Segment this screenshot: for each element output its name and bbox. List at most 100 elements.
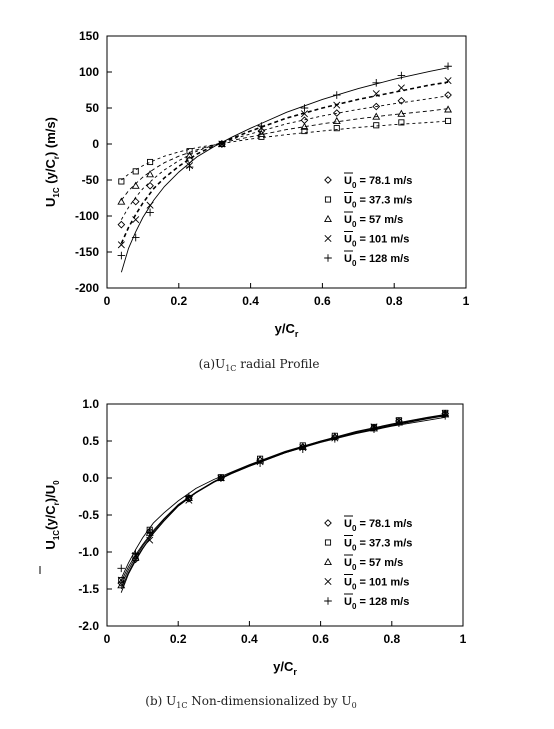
legend-marker [324, 234, 332, 243]
x-tick-label: 1 [460, 632, 467, 646]
data-point [217, 474, 225, 482]
data-point [256, 459, 264, 467]
data-point [185, 492, 193, 501]
y-tick-label: 0.0 [82, 471, 99, 485]
data-point [146, 181, 154, 190]
legend-label: U0 = 128 m/s [344, 596, 409, 611]
y-tick-label: 0 [92, 137, 99, 151]
data-point [444, 62, 452, 71]
y-tick-label: 1.0 [82, 397, 99, 411]
data-point [185, 151, 194, 159]
x-tick-label: 0.8 [383, 632, 400, 646]
legend-label: U0 = 101 m/s [344, 234, 409, 249]
data-point [218, 140, 226, 148]
data-point [117, 251, 126, 260]
y-tick-label: 0.5 [82, 434, 99, 448]
data-point [445, 117, 452, 125]
data-point [332, 91, 341, 99]
caption-a: (a)U1C radial Profile [199, 357, 320, 373]
fit-curve [121, 108, 449, 201]
data-point [132, 168, 139, 175]
data-point [395, 419, 403, 428]
legend: U0 = 78.1 m/s U0 = 37.3 m/s U0 = 57 m/s U0 … [324, 515, 412, 611]
y-tick-label: 50 [86, 101, 100, 115]
plot-frame-a [106, 35, 467, 289]
fit-curve [120, 414, 446, 579]
y-tick-label: -100 [75, 209, 99, 223]
y-tick-label: -150 [75, 245, 99, 259]
x-tick-label: 1 [463, 294, 470, 308]
data-point [332, 109, 341, 117]
y-axis-label: U1C (y/Cr) (m/s) [43, 117, 61, 207]
y-axis-label: U1C(y/Cr)/U0 [43, 480, 61, 550]
data-point [372, 102, 381, 111]
x-tick-label: 0.4 [242, 294, 259, 308]
data-point [117, 241, 125, 249]
data-point [444, 77, 452, 85]
x-tick-label: 0.8 [386, 294, 403, 308]
x-tick-label: 0.6 [314, 294, 331, 308]
series-1 [117, 91, 452, 229]
fit-curve [120, 81, 449, 244]
data-point [131, 233, 140, 242]
legend-label: U0 = 101 m/s [344, 577, 409, 592]
legend-label: U0 = 37.3 m/s [344, 195, 412, 210]
data-point [397, 71, 406, 80]
data-point [397, 96, 406, 105]
data-point [397, 109, 406, 117]
legend-marker [324, 176, 332, 184]
data-point [444, 91, 452, 99]
data-point [331, 434, 339, 443]
series-5 [117, 412, 449, 593]
legend: U0 = 78.1 m/s U0 = 37.3 m/s U0 = 57 m/s U0 … [324, 172, 412, 268]
legend-marker [324, 519, 332, 527]
legend-label: U0 = 128 m/s [344, 253, 409, 268]
y-tick-label: -1.5 [78, 582, 99, 596]
y-tick-label: -1.0 [78, 545, 99, 559]
data-point [398, 119, 405, 126]
legend-marker [324, 539, 332, 546]
x-axis-label: y/Cr [273, 659, 297, 677]
legend-label: U0 = 78.1 m/s [344, 518, 412, 533]
data-point [333, 101, 341, 109]
data-point [372, 90, 380, 98]
data-point [444, 105, 453, 113]
x-tick-label: 0.4 [241, 632, 258, 646]
data-point [372, 79, 381, 87]
chart-b: 0 0.2 0.4 0.6 0.8 1 -2.0 -1.5 -1.0 -0.5 0.0 0.5 1.0 y… [39, 397, 467, 710]
x-tick-label: 0.6 [312, 632, 329, 646]
data-point [300, 104, 309, 112]
x-axis-label: y/Cr [275, 321, 299, 339]
legend-marker [324, 214, 332, 223]
data-point [117, 197, 126, 205]
y-tick-label: -0.5 [78, 508, 99, 522]
data-point [372, 112, 381, 120]
legend-label: U0 = 57 m/s [344, 214, 403, 229]
series-3 [117, 105, 453, 205]
data-point [145, 528, 154, 537]
legend-marker [324, 597, 332, 605]
legend-marker [324, 196, 332, 203]
x-tick-label: 0.2 [170, 632, 187, 646]
data-point [373, 122, 380, 129]
data-point [146, 208, 154, 217]
data-point [147, 158, 154, 166]
legend-label: U0 = 57 m/s [344, 557, 403, 572]
fit-curve [121, 95, 449, 220]
data-point [146, 170, 155, 178]
legend-marker [324, 254, 332, 262]
data-point [132, 216, 140, 224]
legend-marker [324, 577, 332, 586]
data-point [299, 445, 307, 453]
y-tick-label: 100 [79, 65, 99, 79]
x-tick-label: 0.2 [170, 294, 187, 308]
data-point [131, 549, 140, 558]
caption-b: (b) U1C Non-dimensionalized by U0 [145, 694, 356, 710]
data-point [118, 178, 125, 185]
y-tick-label: 150 [79, 29, 99, 43]
y-tick-label: -50 [82, 173, 100, 187]
data-point [397, 84, 405, 92]
data-point [332, 116, 341, 124]
x-tick-label: 0 [104, 632, 111, 646]
